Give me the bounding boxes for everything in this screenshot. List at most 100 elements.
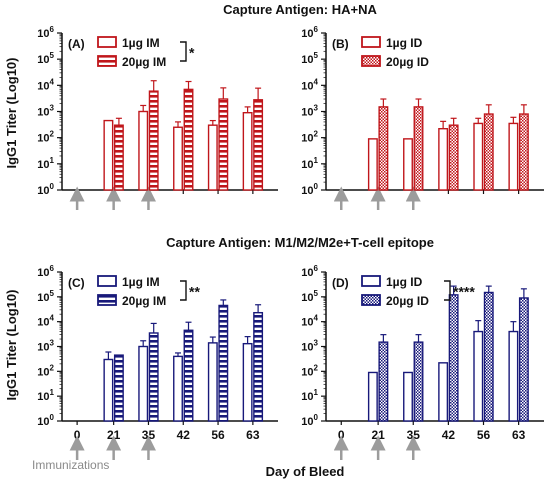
y-axis-label-bottom: IgG1 Titer (Log10) xyxy=(4,290,19,401)
bar xyxy=(367,371,378,422)
panel-b: 100 101 102 103 104 105 106 (B) 1µg ID 20µg ID xyxy=(301,25,544,210)
bar xyxy=(183,88,194,191)
bar xyxy=(253,99,264,191)
bar xyxy=(403,371,413,422)
legend-swatch xyxy=(97,55,117,67)
bar xyxy=(367,138,378,191)
y-tick-label: 106 xyxy=(301,264,318,279)
x-tick-label: 63 xyxy=(246,428,260,442)
bar xyxy=(242,111,253,191)
bar xyxy=(183,329,194,422)
y-tick-label: 104 xyxy=(37,77,54,92)
y-axis-label-top: IgG1 Titer (Log10) xyxy=(4,58,19,169)
significance-bracket xyxy=(180,280,187,301)
y-tick-label: 105 xyxy=(37,51,54,66)
bar xyxy=(207,124,218,191)
bar xyxy=(403,138,413,191)
significance-bracket xyxy=(444,280,451,301)
x-tick-label: 0 xyxy=(74,428,81,442)
bar xyxy=(518,297,529,422)
legend-label: 1µg ID xyxy=(386,36,423,50)
bar xyxy=(218,304,229,422)
y-tick-label: 102 xyxy=(37,130,54,145)
legend-label: 1µg ID xyxy=(386,275,423,289)
legend-label: 20µg IM xyxy=(122,294,166,308)
bar xyxy=(413,106,424,191)
legend-swatch xyxy=(361,294,381,306)
bar xyxy=(103,358,114,422)
legend-label: 1µg IM xyxy=(122,36,160,50)
y-tick-label: 104 xyxy=(301,314,318,329)
y-tick-label: 106 xyxy=(37,25,54,40)
bar xyxy=(173,126,183,191)
top-row-title: Capture Antigen: HA+NA xyxy=(223,2,377,17)
bar xyxy=(253,311,264,422)
legend-label: 1µg IM xyxy=(122,275,160,289)
bar xyxy=(413,341,424,422)
bar xyxy=(438,362,449,422)
y-tick-label: 101 xyxy=(301,156,318,171)
significance-label: * xyxy=(189,45,195,61)
legend-swatch xyxy=(361,275,381,287)
y-tick-label: 103 xyxy=(37,104,54,119)
bar xyxy=(113,354,124,422)
y-tick-label: 100 xyxy=(301,413,318,428)
bar xyxy=(113,124,124,191)
bar xyxy=(518,113,529,191)
panel-label: (A) xyxy=(68,37,85,51)
bar xyxy=(508,122,519,191)
bar xyxy=(448,294,459,422)
y-tick-label: 105 xyxy=(301,289,318,304)
y-tick-label: 102 xyxy=(301,130,318,145)
panel-d: 100 101 102 103 104 105 106 0 21 35 42 56 63 (D) 1µg I… xyxy=(301,264,544,460)
y-tick-label: 105 xyxy=(301,51,318,66)
legend-swatch xyxy=(97,294,117,306)
y-tick-label: 104 xyxy=(301,77,318,92)
y-tick-label: 104 xyxy=(37,314,54,329)
bar xyxy=(138,345,149,422)
x-tick-label: 21 xyxy=(107,428,121,442)
y-tick-label: 103 xyxy=(37,339,54,354)
bottom-row-title: Capture Antigen: M1/M2/M2e+T-cell epitop… xyxy=(166,235,434,250)
y-tick-label: 100 xyxy=(37,413,54,428)
significance-label: ** xyxy=(189,284,200,300)
bar xyxy=(438,128,449,191)
y-tick-label: 106 xyxy=(301,25,318,40)
immunizations-label: Immunizations xyxy=(32,458,109,472)
bar xyxy=(207,342,218,422)
y-tick-label: 100 xyxy=(301,182,318,197)
legend-swatch xyxy=(361,36,381,48)
x-tick-label: 0 xyxy=(338,428,345,442)
bar xyxy=(508,330,519,422)
bar xyxy=(473,330,484,422)
significance-label: **** xyxy=(453,284,475,300)
bar xyxy=(218,98,229,191)
bar xyxy=(148,90,159,191)
x-tick-label: 42 xyxy=(177,428,191,442)
y-tick-label: 103 xyxy=(301,339,318,354)
bar xyxy=(473,122,484,191)
bar xyxy=(103,119,114,191)
x-tick-label: 35 xyxy=(142,428,156,442)
bar xyxy=(378,341,389,422)
legend-label: 20µg ID xyxy=(386,55,429,69)
y-tick-label: 101 xyxy=(37,388,54,403)
bar xyxy=(148,332,159,422)
y-tick-label: 102 xyxy=(301,363,318,378)
bar xyxy=(138,110,149,191)
x-tick-label: 42 xyxy=(442,428,456,442)
y-tick-label: 103 xyxy=(301,104,318,119)
significance-bracket xyxy=(180,41,187,62)
x-tick-label: 56 xyxy=(477,428,491,442)
panel-c: 100 101 102 103 104 105 106 0 21 35 42 56 63 (C) 1µg I… xyxy=(37,264,278,460)
legend-swatch xyxy=(97,36,117,48)
x-tick-label: 56 xyxy=(211,428,225,442)
y-tick-label: 101 xyxy=(37,156,54,171)
legend-label: 20µg ID xyxy=(386,294,429,308)
bar xyxy=(242,342,253,422)
bar xyxy=(483,291,494,422)
panel-a: 100 101 102 103 104 105 106 (A) 1µg IM 20µg IM * xyxy=(37,25,278,210)
chart-panels: 100 101 102 103 104 105 106 (A) 1µg IM 20µg IM * 10… xyxy=(37,25,544,460)
legend-swatch xyxy=(97,275,117,287)
